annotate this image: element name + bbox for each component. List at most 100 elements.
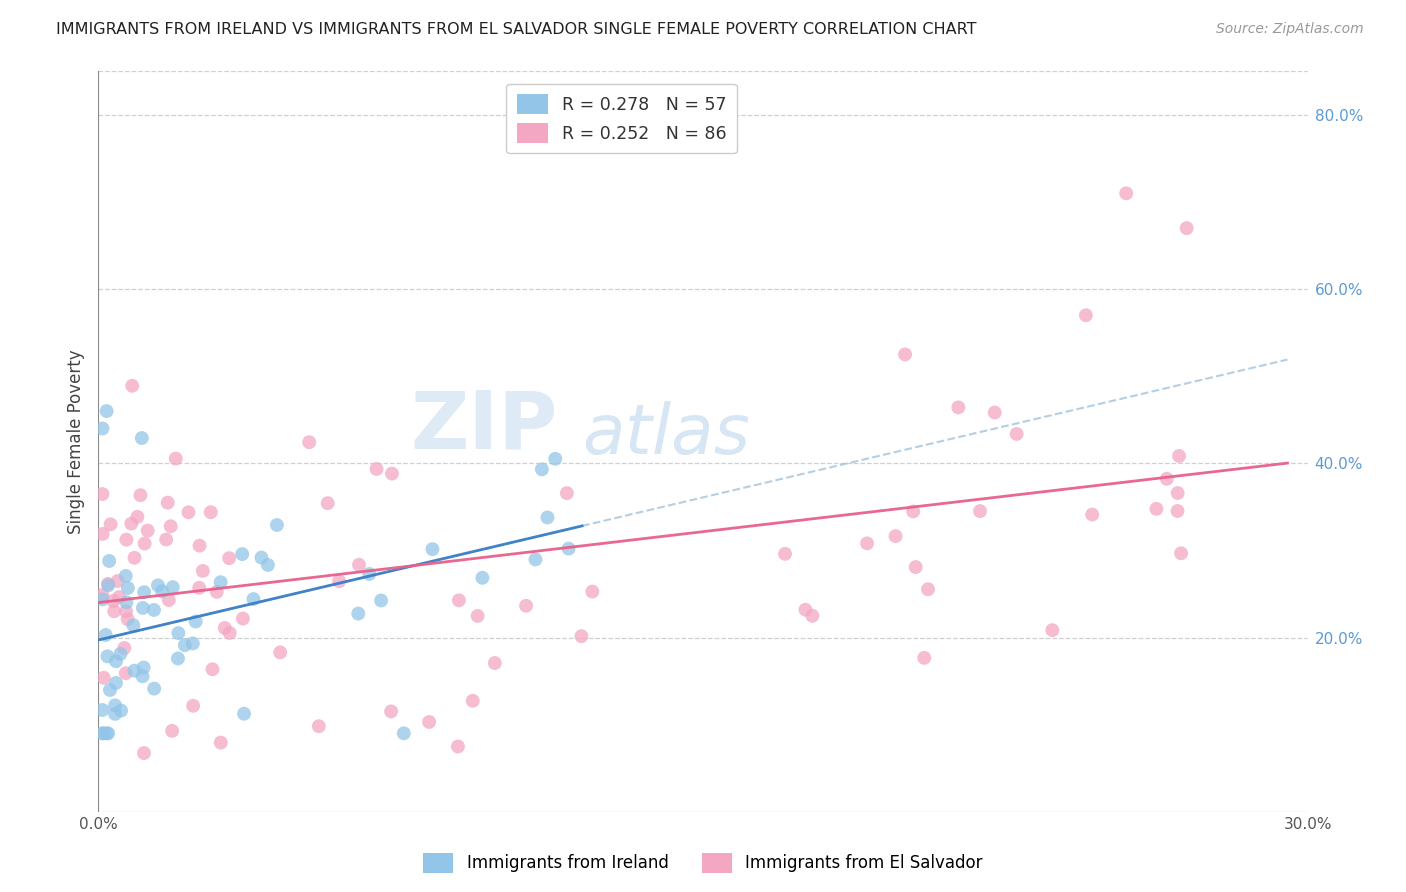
Point [1167, 504, 1189, 518]
Point [392, 726, 415, 740]
Point [571, 629, 593, 643]
Point [536, 510, 558, 524]
Point [122, 618, 145, 632]
Point [370, 593, 392, 607]
Point [231, 547, 253, 561]
Point [91, 592, 114, 607]
Point [91, 487, 114, 501]
Point [1081, 508, 1104, 522]
Point [250, 550, 273, 565]
Point [173, 638, 195, 652]
Point [555, 486, 578, 500]
Point [114, 666, 136, 681]
Legend: Immigrants from Ireland, Immigrants from El Salvador: Immigrants from Ireland, Immigrants from… [416, 847, 990, 880]
Point [110, 704, 132, 718]
Point [177, 505, 200, 519]
Point [266, 518, 288, 533]
Point [467, 608, 489, 623]
Point [214, 621, 236, 635]
Legend: R = 0.278   N = 57, R = 0.252   N = 86: R = 0.278 N = 57, R = 0.252 N = 86 [506, 84, 737, 153]
Point [181, 636, 204, 650]
Point [91, 588, 114, 602]
Point [155, 533, 177, 547]
Point [1167, 486, 1189, 500]
Point [903, 504, 925, 518]
Point [110, 647, 132, 661]
Point [131, 669, 153, 683]
Point [96, 726, 118, 740]
Point [794, 603, 817, 617]
Point [93, 726, 115, 740]
Point [98, 554, 121, 568]
Point [100, 517, 122, 532]
Point [359, 566, 381, 581]
Point [96, 404, 118, 418]
Text: IMMIGRANTS FROM IRELAND VS IMMIGRANTS FROM EL SALVADOR SINGLE FEMALE POVERTY COR: IMMIGRANTS FROM IRELAND VS IMMIGRANTS FR… [56, 22, 977, 37]
Point [894, 347, 917, 361]
Point [107, 574, 129, 588]
Point [524, 552, 547, 566]
Point [269, 645, 291, 659]
Point [134, 536, 156, 550]
Point [112, 641, 135, 656]
Point [103, 594, 125, 608]
Point [143, 603, 166, 617]
Point [121, 378, 143, 392]
Point [103, 604, 125, 618]
Point [856, 536, 879, 550]
Point [188, 581, 211, 595]
Point [108, 590, 131, 604]
Point [97, 577, 120, 591]
Point [184, 615, 207, 629]
Point [347, 558, 370, 572]
Point [209, 735, 232, 749]
Point [97, 578, 120, 592]
Point [801, 608, 824, 623]
Text: Source: ZipAtlas.com: Source: ZipAtlas.com [1216, 22, 1364, 37]
Point [515, 599, 537, 613]
Point [422, 542, 444, 557]
Point [93, 671, 115, 685]
Point [257, 558, 280, 572]
Point [124, 550, 146, 565]
Point [1005, 426, 1028, 441]
Point [115, 533, 138, 547]
Point [127, 509, 149, 524]
Point [132, 746, 155, 760]
Point [131, 431, 153, 445]
Point [146, 578, 169, 592]
Point [316, 496, 339, 510]
Point [104, 706, 127, 721]
Point [557, 541, 579, 556]
Point [447, 739, 470, 754]
Point [1040, 623, 1063, 637]
Point [904, 560, 927, 574]
Point [97, 726, 120, 740]
Point [132, 660, 155, 674]
Point [948, 401, 970, 415]
Point [218, 626, 240, 640]
Point [773, 547, 796, 561]
Point [218, 551, 240, 566]
Point [884, 529, 907, 543]
Point [129, 488, 152, 502]
Point [114, 569, 136, 583]
Point [94, 628, 117, 642]
Point [160, 723, 183, 738]
Point [471, 571, 494, 585]
Point [912, 651, 935, 665]
Point [1175, 221, 1198, 235]
Point [530, 462, 553, 476]
Point [162, 580, 184, 594]
Point [347, 607, 370, 621]
Point [461, 694, 484, 708]
Point [1115, 186, 1137, 201]
Point [917, 582, 939, 597]
Point [308, 719, 330, 733]
Point [242, 592, 264, 607]
Point [91, 527, 114, 541]
Point [969, 504, 991, 518]
Point [136, 524, 159, 538]
Point [232, 611, 254, 625]
Point [380, 705, 402, 719]
